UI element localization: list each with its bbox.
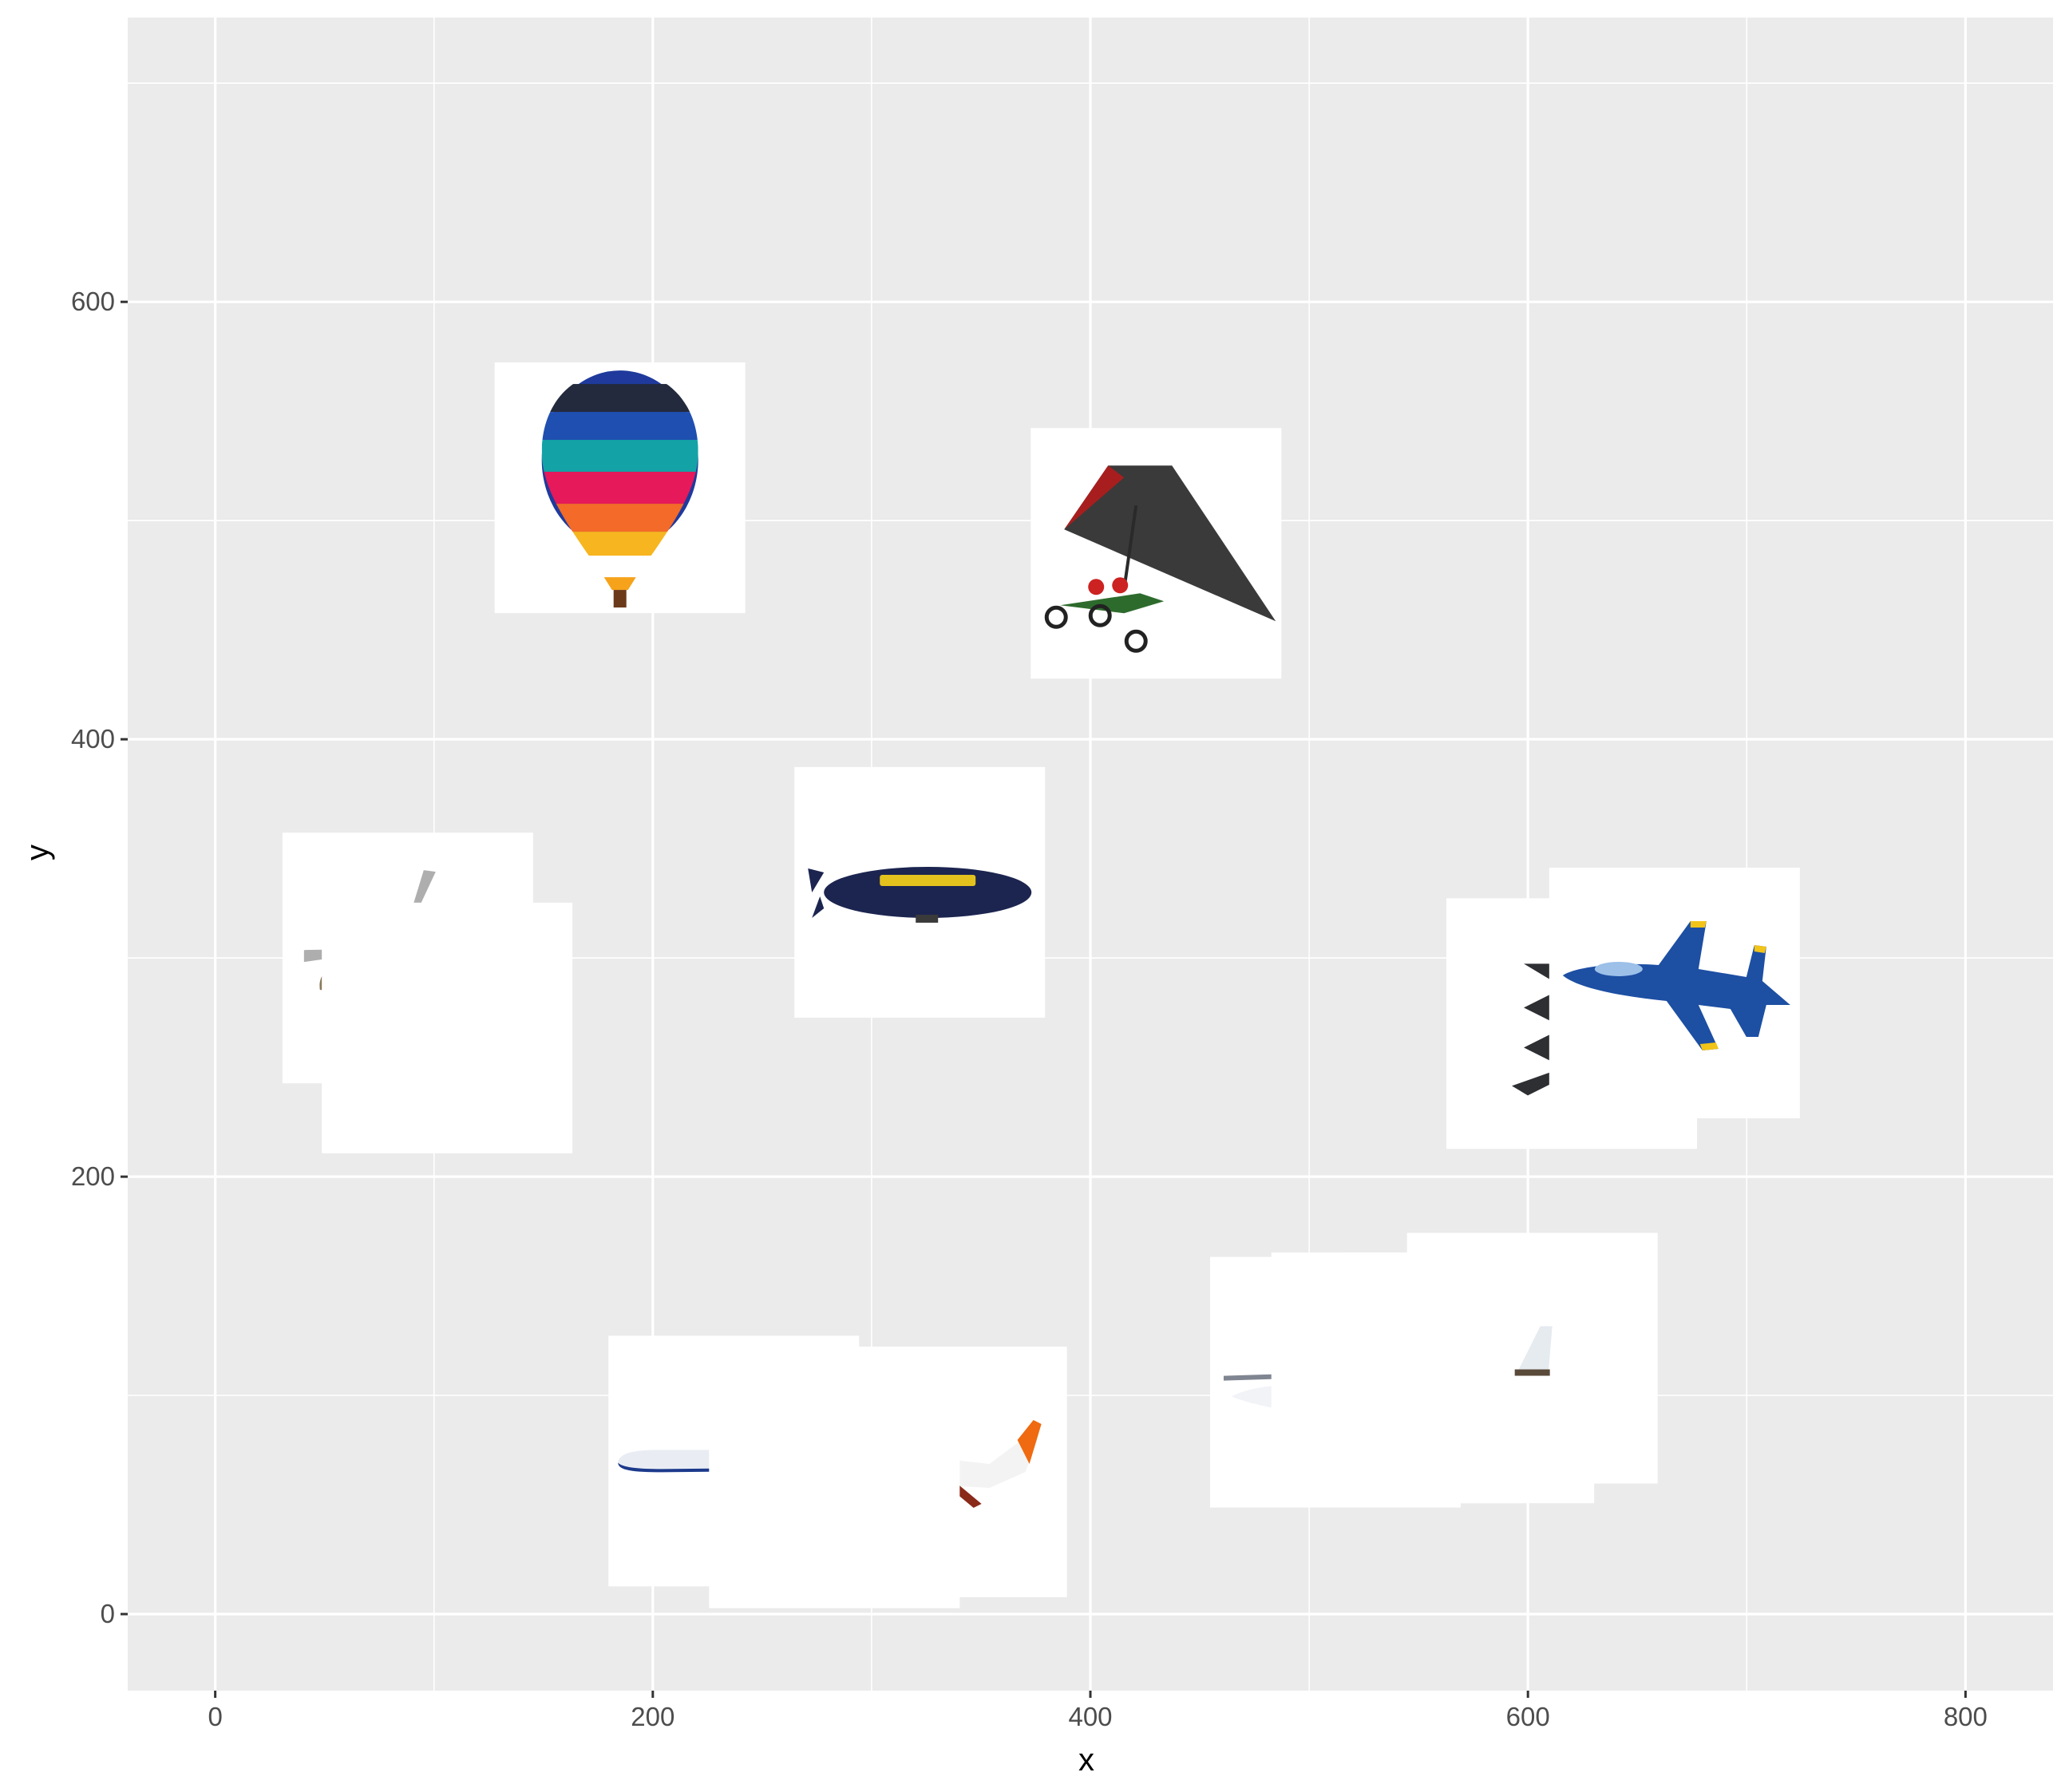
y-tick-label: 200: [71, 1161, 115, 1191]
y-tick-label: 0: [101, 1599, 115, 1628]
hot-air-balloon-icon: [494, 362, 746, 614]
axis-ticks: 0 200 400 600 800 0 200 400 600: [71, 287, 1988, 1731]
trike-mast: [1122, 504, 1138, 590]
blimp-hull: [824, 866, 1032, 918]
image-tile: [322, 902, 573, 1153]
trike-wheel: [1088, 603, 1112, 627]
balloon-band: [541, 412, 698, 441]
y-tick-label: 600: [71, 287, 115, 316]
small-tail-fin-icon: [1406, 1232, 1658, 1484]
x-tick-label: 200: [631, 1702, 674, 1731]
balloon-basket: [613, 590, 627, 608]
x-tick-label: 800: [1944, 1702, 1988, 1731]
fighter-wingtip: [1690, 920, 1707, 928]
trike-wing: [1064, 465, 1276, 622]
fighter-canopy: [1594, 961, 1643, 976]
fighter-jet-icon: [1549, 867, 1800, 1118]
trike-pilot: [1112, 577, 1129, 594]
trike-pilot: [1088, 579, 1105, 595]
balloon-skirt: [603, 577, 636, 591]
fighter-body: [1562, 920, 1790, 1050]
tailfin2-base: [1514, 1369, 1550, 1376]
blimp-fin: [812, 896, 825, 918]
blimp-gondola: [916, 914, 939, 923]
white-tile-icon: [322, 902, 573, 1153]
trike-wheel: [1044, 605, 1068, 629]
balloon-band: [541, 440, 698, 473]
white-tile-icon: [709, 1357, 960, 1608]
x-axis-title: x: [1078, 1743, 1094, 1778]
trike-wheel: [1124, 629, 1148, 653]
trike-frame: [1060, 593, 1165, 614]
balloon-band: [541, 384, 698, 413]
blimp-icon: [794, 766, 1046, 1018]
blimp-fin: [808, 868, 825, 892]
ultralight-trike-icon: [1031, 428, 1282, 679]
balloon-band: [541, 472, 698, 504]
blimp-lettering: [880, 874, 976, 886]
aircraft-points: [282, 362, 1800, 1608]
trike-wing-edge: [1064, 465, 1125, 530]
y-axis-title: y: [20, 845, 55, 860]
tailfin2-shape: [1516, 1326, 1553, 1375]
image-tile: [709, 1357, 960, 1608]
airliner2-tail: [1017, 1420, 1042, 1465]
y-tick-label: 400: [71, 724, 115, 754]
x-tick-label: 0: [208, 1702, 222, 1731]
fighter-wingtip: [1699, 1042, 1719, 1050]
x-tick-label: 400: [1068, 1702, 1112, 1731]
fighter-tailtip: [1754, 944, 1766, 953]
x-tick-label: 600: [1506, 1702, 1550, 1731]
